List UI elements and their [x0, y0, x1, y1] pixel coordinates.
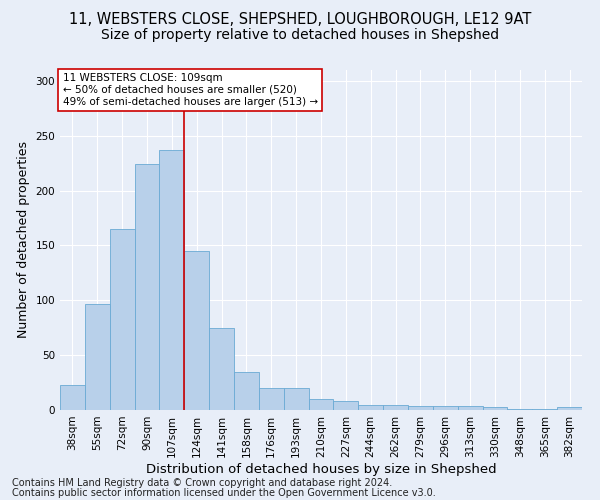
Bar: [284, 388, 308, 410]
Bar: [134, 164, 160, 410]
Bar: [458, 406, 482, 410]
Bar: [85, 304, 110, 410]
Bar: [60, 385, 85, 410]
Bar: [383, 404, 408, 410]
Bar: [334, 401, 358, 410]
Bar: [234, 372, 259, 410]
Text: 11, WEBSTERS CLOSE, SHEPSHED, LOUGHBOROUGH, LE12 9AT: 11, WEBSTERS CLOSE, SHEPSHED, LOUGHBOROU…: [69, 12, 531, 28]
Bar: [508, 409, 532, 410]
Bar: [557, 406, 582, 410]
Text: Contains public sector information licensed under the Open Government Licence v3: Contains public sector information licen…: [12, 488, 436, 498]
Text: Contains HM Land Registry data © Crown copyright and database right 2024.: Contains HM Land Registry data © Crown c…: [12, 478, 392, 488]
X-axis label: Distribution of detached houses by size in Shepshed: Distribution of detached houses by size …: [146, 462, 496, 475]
Bar: [209, 328, 234, 410]
Y-axis label: Number of detached properties: Number of detached properties: [17, 142, 30, 338]
Bar: [532, 409, 557, 410]
Bar: [160, 150, 184, 410]
Text: Size of property relative to detached houses in Shepshed: Size of property relative to detached ho…: [101, 28, 499, 42]
Bar: [358, 404, 383, 410]
Bar: [433, 406, 458, 410]
Bar: [184, 251, 209, 410]
Bar: [110, 229, 134, 410]
Bar: [259, 388, 284, 410]
Bar: [482, 406, 508, 410]
Bar: [408, 406, 433, 410]
Bar: [308, 399, 334, 410]
Text: 11 WEBSTERS CLOSE: 109sqm
← 50% of detached houses are smaller (520)
49% of semi: 11 WEBSTERS CLOSE: 109sqm ← 50% of detac…: [62, 74, 318, 106]
